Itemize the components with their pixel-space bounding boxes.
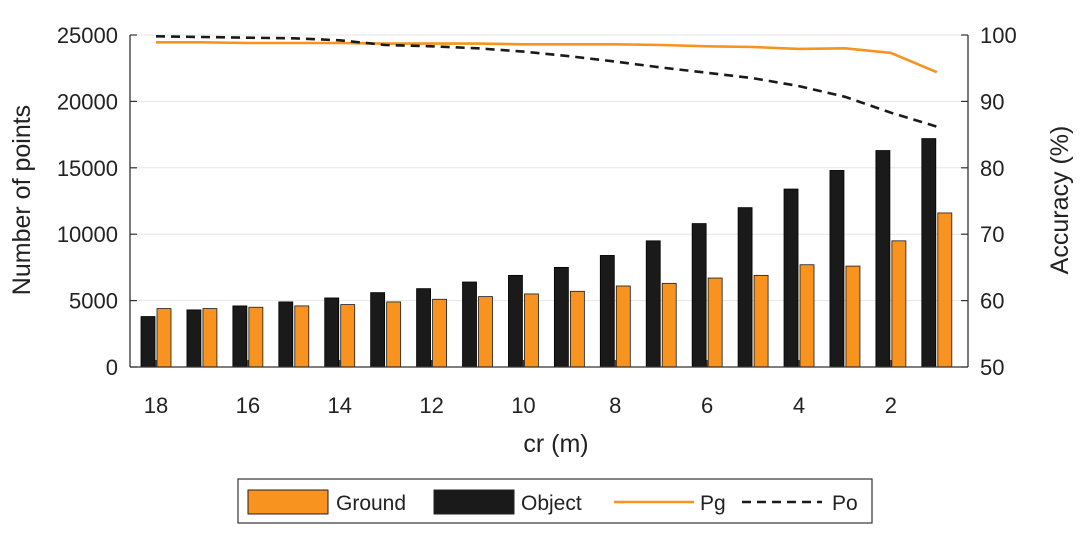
x-tick-label-2: 2: [885, 393, 897, 418]
bar-ground-10: [524, 293, 539, 368]
bar-object-16: [232, 305, 248, 368]
bar-object-1: [921, 138, 937, 368]
bar-object-7: [645, 240, 661, 368]
gridlines: [130, 34, 968, 302]
y-axis-right-title: Accuracy (%): [1046, 126, 1074, 275]
legend-swatch-ground: [247, 489, 329, 515]
accuracy-lines: [155, 35, 938, 128]
x-tick-label-14: 14: [327, 393, 351, 418]
bar-ground-7: [661, 282, 677, 368]
bar-object-14: [324, 297, 340, 368]
x-tick-label-4: 4: [793, 393, 805, 418]
legend-label-ground: Ground: [336, 492, 406, 515]
x-tick-label-8: 8: [609, 393, 621, 418]
bar-object-10: [508, 274, 523, 368]
line-po: [155, 35, 938, 128]
legend-label-po: Po: [832, 492, 858, 515]
bar-ground-13: [386, 301, 402, 368]
x-tick-label-6: 6: [701, 393, 713, 418]
x-tick-label-12: 12: [419, 393, 443, 418]
bar-ground-4: [799, 264, 815, 368]
legend-box: [237, 478, 873, 524]
bar-object-8: [599, 255, 615, 368]
bar-object-5: [737, 207, 753, 368]
legend: Ground Object Pg Po: [237, 478, 873, 524]
y-left-tick-label-5: 25000: [57, 23, 118, 48]
bars: [140, 138, 953, 368]
y-left-tick-label-2: 10000: [57, 222, 118, 247]
bar-object-2: [875, 150, 891, 368]
x-tick-label-16: 16: [236, 393, 260, 418]
bar-ground-1: [937, 212, 953, 368]
y-left-tick-label-3: 15000: [57, 156, 118, 181]
bar-ground-11: [478, 296, 493, 368]
y-right-tick-label-1: 60: [980, 289, 1004, 314]
x-tick-label-18: 18: [144, 393, 168, 418]
bar-ground-6: [707, 277, 723, 368]
bar-object-3: [829, 170, 845, 368]
bar-object-15: [278, 301, 294, 368]
bar-object-13: [370, 292, 386, 368]
y-right-tick-label-4: 90: [980, 89, 1004, 114]
y-right-tick-label-0: 50: [980, 355, 1004, 380]
bar-ground-2: [891, 240, 907, 368]
legend-swatch-object: [433, 489, 515, 515]
bar-ground-3: [845, 265, 861, 368]
bar-ground-14: [340, 304, 356, 368]
bar-object-6: [691, 223, 707, 368]
bar-object-4: [783, 188, 799, 368]
legend-label-pg: Pg: [700, 492, 726, 515]
y-right-tick-label-3: 80: [980, 156, 1004, 181]
bar-ground-8: [615, 285, 631, 368]
bar-ground-18: [156, 308, 172, 368]
axes: 0 5000 10000 15000 20000 25000 50 60 70 80 90 100 18…: [57, 23, 1017, 418]
bar-ground-9: [569, 290, 585, 368]
bar-ground-5: [753, 274, 769, 368]
y-left-tick-label-1: 5000: [69, 289, 118, 314]
bar-ground-16: [248, 306, 264, 368]
bar-ground-17: [202, 308, 218, 368]
x-axis-title: cr (m): [523, 430, 588, 458]
bar-object-11: [462, 281, 477, 368]
bar-ground-15: [294, 305, 310, 368]
bar-object-18: [140, 316, 156, 368]
legend-label-object: Object: [521, 492, 582, 515]
y-axis-left-title: Number of points: [8, 105, 36, 295]
y-left-tick-label-4: 20000: [57, 89, 118, 114]
bar-object-12: [416, 288, 431, 368]
bar-object-17: [186, 309, 202, 368]
line-pg: [156, 41, 938, 74]
x-tick-label-10: 10: [511, 393, 535, 418]
bar-ground-12: [432, 298, 447, 368]
y-right-tick-label-2: 70: [980, 222, 1004, 247]
bar-object-9: [553, 266, 569, 368]
y-right-tick-label-5: 100: [980, 23, 1017, 48]
y-left-tick-label-0: 0: [106, 355, 118, 380]
